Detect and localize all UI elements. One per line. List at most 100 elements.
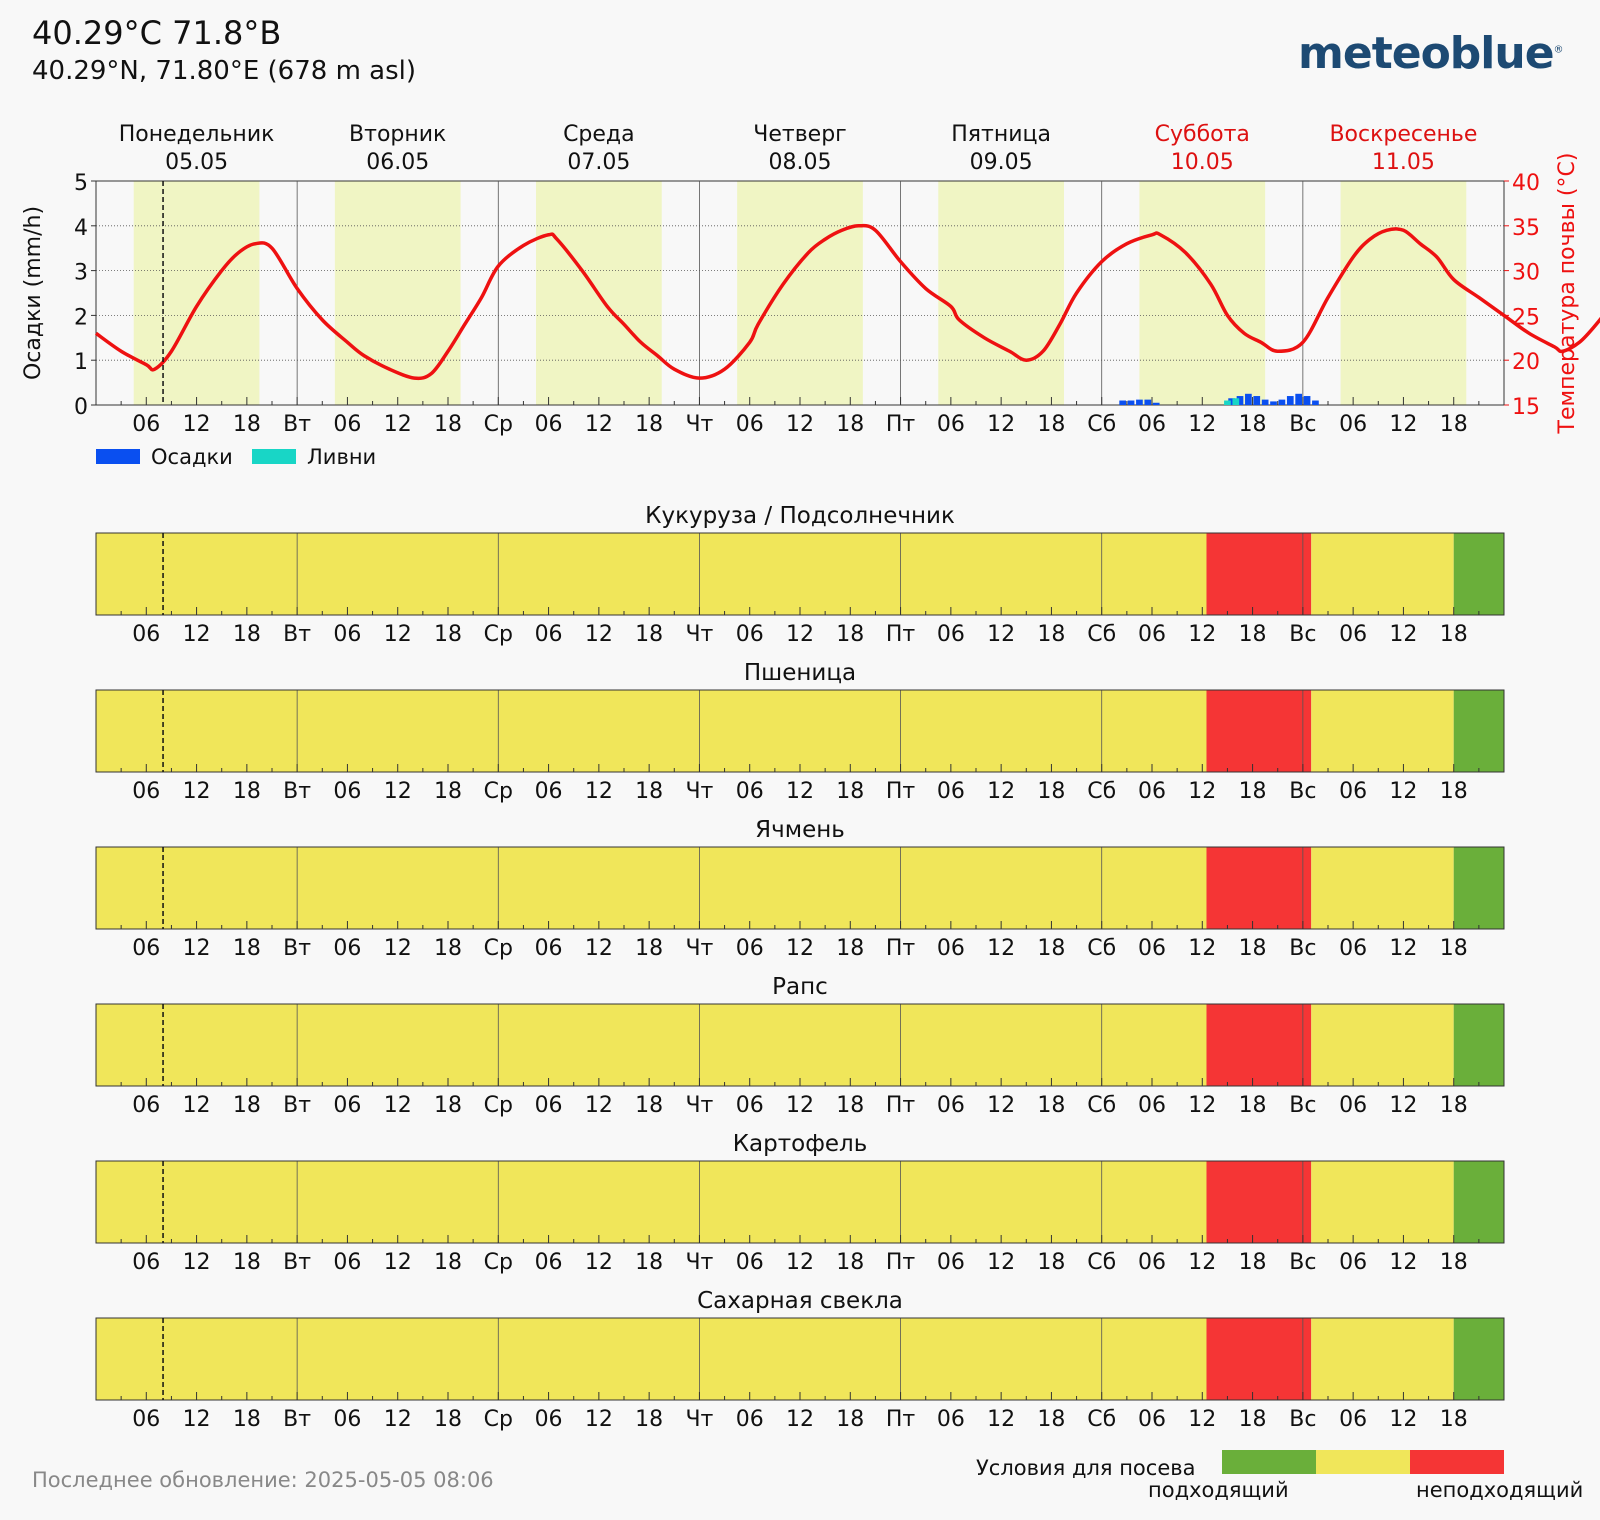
crop-x-axis-tick-label: 18 <box>1440 779 1468 804</box>
crop-x-axis-tick-label: 18 <box>1239 936 1267 961</box>
crop-x-axis-tick-label: Вс <box>1289 1250 1316 1275</box>
crop-x-axis-tick-label: 06 <box>937 1407 965 1432</box>
crop-x-axis-tick-label: 12 <box>384 1093 412 1118</box>
crop-x-axis-tick-label: 12 <box>1188 622 1216 647</box>
crop-x-axis-tick-label: 12 <box>987 936 1015 961</box>
crop-x-axis-tick-label: 06 <box>333 1250 361 1275</box>
crop-x-axis-tick-label: 06 <box>333 622 361 647</box>
soil-temperature-line <box>94 223 1600 381</box>
crop-x-axis-tick-label: 12 <box>1389 779 1417 804</box>
crop-x-axis-tick-label: 12 <box>183 1250 211 1275</box>
crop-segment-unsuitable <box>1206 1004 1312 1086</box>
sowing-legend-title: Условия для посева <box>976 1456 1196 1480</box>
crop-x-axis-tick-label: 06 <box>1138 1093 1166 1118</box>
legend-unsuitable-label: неподходящий <box>1416 1478 1584 1502</box>
crop-x-axis-tick-label: Сб <box>1087 1093 1116 1118</box>
crop-x-axis-tick-label: 06 <box>1138 1250 1166 1275</box>
crop-x-axis-tick-label: 18 <box>1440 622 1468 647</box>
crop-x-axis-tick-label: Пт <box>886 1093 916 1118</box>
crop-x-axis-tick-label: 12 <box>1188 779 1216 804</box>
precipitation-bar <box>1236 396 1244 405</box>
crop-x-axis-tick-label: 12 <box>1188 1407 1216 1432</box>
crop-x-axis-tick-label: 12 <box>183 936 211 961</box>
crop-x-axis-tick-label: 06 <box>1339 1407 1367 1432</box>
crop-x-axis-tick-label: 12 <box>786 1250 814 1275</box>
crop-x-axis-tick-label: 12 <box>1389 1093 1417 1118</box>
day-name-label: Среда <box>563 122 635 147</box>
x-axis-tick-label: 18 <box>434 412 462 437</box>
legend-swatch <box>96 449 140 464</box>
precipitation-bar <box>1144 399 1152 405</box>
meteoblue-logo[interactable]: meteoblue® <box>1298 28 1564 79</box>
crop-x-axis-tick-label: 12 <box>585 622 613 647</box>
crop-x-axis-tick-label: Пт <box>886 779 916 804</box>
crop-x-axis-tick-label: 12 <box>1389 1407 1417 1432</box>
precipitation-bar <box>1278 399 1286 405</box>
crop-x-axis-tick-label: 12 <box>786 936 814 961</box>
crop-x-axis-tick-label: 06 <box>1138 936 1166 961</box>
crop-segment-suitable <box>1453 1161 1504 1243</box>
day-date-label: 09.05 <box>970 150 1033 175</box>
crop-segment-unsuitable <box>1206 1318 1312 1400</box>
crop-x-axis-tick-label: 06 <box>736 1407 764 1432</box>
crop-x-axis-tick-label: 12 <box>585 779 613 804</box>
crop-x-axis-tick-label: 12 <box>384 936 412 961</box>
crop-x-axis-tick-label: 06 <box>1138 779 1166 804</box>
y-left-tick-label: 1 <box>74 350 88 375</box>
crop-x-axis-tick-label: 18 <box>1440 1407 1468 1432</box>
precipitation-bar <box>1253 396 1261 405</box>
x-axis-tick-label: 18 <box>635 412 663 437</box>
crop-x-axis-tick-label: 06 <box>535 1093 563 1118</box>
day-name-label: Суббота <box>1155 122 1250 147</box>
crop-title: Ячмень <box>755 817 845 843</box>
crop-x-axis-tick-label: 18 <box>635 1093 663 1118</box>
y-right-tick-label: 30 <box>1512 261 1540 286</box>
crop-x-axis-tick-label: 18 <box>1037 1407 1065 1432</box>
crop-x-axis-tick-label: 06 <box>736 936 764 961</box>
legend-swatch-moderate <box>1316 1450 1410 1474</box>
crop-x-axis-tick-label: 18 <box>233 1093 261 1118</box>
crop-x-axis-tick-label: 18 <box>635 1250 663 1275</box>
crop-x-axis-tick-label: 12 <box>585 936 613 961</box>
crop-x-axis-tick-label: 12 <box>585 1407 613 1432</box>
crop-x-axis-tick-label: Чт <box>685 936 713 961</box>
crop-x-axis-tick-label: 06 <box>1138 622 1166 647</box>
crop-x-axis-tick-label: 06 <box>736 779 764 804</box>
crop-x-axis-tick-label: 12 <box>585 1250 613 1275</box>
crop-segment-moderate <box>1311 847 1454 929</box>
crop-x-axis-tick-label: 12 <box>987 622 1015 647</box>
crop-x-axis-tick-label: Пт <box>886 1250 916 1275</box>
day-date-label: 07.05 <box>567 150 630 175</box>
x-axis-tick-label: 18 <box>1239 412 1267 437</box>
crop-title: Рапс <box>772 974 828 1000</box>
crop-x-axis-tick-label: Вс <box>1289 779 1316 804</box>
day-date-label: 11.05 <box>1372 150 1435 175</box>
crop-x-axis-tick-label: Сб <box>1087 1250 1116 1275</box>
crop-segment-moderate <box>96 1318 1207 1400</box>
crop-x-axis-tick-label: 18 <box>1037 1250 1065 1275</box>
crop-x-axis-tick-label: Сб <box>1087 936 1116 961</box>
x-axis-tick-label: 06 <box>1138 412 1166 437</box>
crop-x-axis-tick-label: Сб <box>1087 622 1116 647</box>
crop-segment-moderate <box>1311 533 1454 615</box>
precipitation-bar <box>1261 399 1269 405</box>
crop-x-axis-tick-label: Вт <box>283 1250 311 1275</box>
location-subtitle: 40.29°N, 71.80°E (678 m asl) <box>32 56 417 86</box>
crop-x-axis-tick-label: 18 <box>635 622 663 647</box>
day-name-label: Воскресенье <box>1329 122 1477 147</box>
crop-x-axis-tick-label: 06 <box>535 779 563 804</box>
precipitation-bar <box>1136 399 1143 405</box>
logo-registered-mark: ® <box>1553 44 1564 56</box>
crop-x-axis-tick-label: 18 <box>434 936 462 961</box>
crop-segment-moderate <box>1311 1161 1454 1243</box>
precipitation-bar <box>1312 400 1319 405</box>
crop-x-axis-tick-label: 18 <box>434 622 462 647</box>
crop-segment-moderate <box>96 1004 1207 1086</box>
crop-title: Кукуруза / Подсолнечник <box>645 503 955 529</box>
crop-x-axis-tick-label: 06 <box>132 1093 160 1118</box>
crop-x-axis-tick-label: 06 <box>132 1250 160 1275</box>
crop-segment-unsuitable <box>1206 690 1312 772</box>
y-right-tick-label: 35 <box>1512 216 1540 241</box>
crop-x-axis-tick-label: Пт <box>886 936 916 961</box>
x-axis-tick-label: Чт <box>685 412 713 437</box>
